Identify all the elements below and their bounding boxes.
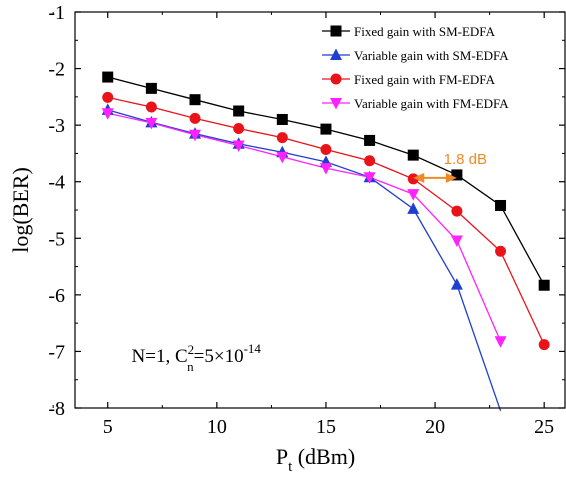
series-2-point xyxy=(450,278,463,290)
series-1-point xyxy=(364,134,376,146)
gap-annotation: 1.8 dB xyxy=(413,151,487,183)
x-tick-label: 15 xyxy=(316,416,336,438)
series-4-point xyxy=(189,129,202,142)
gap-arrow-right-head xyxy=(445,172,457,183)
series-1-point xyxy=(233,105,245,117)
x-tick-label: 20 xyxy=(425,416,445,438)
series-4-point xyxy=(363,172,376,184)
series-3-point xyxy=(538,339,550,351)
series-3-point xyxy=(451,205,463,217)
condition-prefix: N=1, C xyxy=(132,346,188,367)
y-tick-label: -2 xyxy=(48,59,65,81)
condition-annotation: N=1, C2 n=5×10-14 xyxy=(132,341,262,374)
series-1-point xyxy=(407,149,419,161)
series-4-point xyxy=(319,163,332,175)
series-1-point xyxy=(189,94,201,106)
series-1-point xyxy=(145,82,157,94)
condition-sub1: n xyxy=(187,359,194,374)
y-tick-label: -1 xyxy=(48,2,65,24)
x-axis-label-subscript: t xyxy=(288,459,293,475)
series-1-point xyxy=(495,199,507,211)
y-tick-label: -4 xyxy=(48,172,65,194)
legend-marker-2 xyxy=(330,48,342,60)
series-1-point xyxy=(276,113,288,125)
condition-sup1: 2 xyxy=(188,342,195,357)
series-line-2 xyxy=(107,109,502,412)
legend-label-3: Fixed gain with FM-EDFA xyxy=(354,72,496,87)
legend-marker-4 xyxy=(330,98,342,110)
series-4-point xyxy=(450,235,463,248)
series-4-point xyxy=(145,117,158,130)
plot-markers xyxy=(101,71,550,351)
series-2-point xyxy=(407,202,420,214)
x-tick-label: 25 xyxy=(534,416,554,438)
y-axis-label: log(BER) xyxy=(8,167,33,253)
series-3-point xyxy=(102,91,114,103)
legend-label-2: Variable gain with SM-EDFA xyxy=(354,48,509,63)
legend-marker-1 xyxy=(330,25,342,37)
x-tick-label: 5 xyxy=(103,416,113,438)
series-4-point xyxy=(101,108,114,120)
series-3-point xyxy=(189,112,201,124)
series-1-point xyxy=(102,71,114,83)
y-tick-label: -5 xyxy=(48,228,65,250)
series-4-point xyxy=(232,140,245,153)
series-3-point xyxy=(320,143,332,155)
series-4-point xyxy=(407,189,420,201)
legend: Fixed gain with SM-EDFA Variable gain wit… xyxy=(322,24,509,111)
series-4-point xyxy=(494,336,507,348)
y-tick-label: -3 xyxy=(48,115,65,137)
legend-marker-3 xyxy=(330,73,342,85)
x-axis-label: Pt (dBm) xyxy=(276,444,355,475)
series-1-point xyxy=(320,123,332,135)
series-3-point xyxy=(276,132,288,144)
series-4-point xyxy=(276,151,289,164)
series-3-point xyxy=(407,173,419,185)
condition-sup2: -14 xyxy=(244,341,262,356)
x-tick-label: 10 xyxy=(207,416,227,438)
series-1-point xyxy=(451,169,463,181)
x-axis-label-main: P xyxy=(276,444,288,469)
condition-mid: =5×10 xyxy=(194,346,244,367)
y-tick-label: -6 xyxy=(48,285,65,307)
legend-label-1: Fixed gain with SM-EDFA xyxy=(354,24,496,39)
series-1-point xyxy=(538,279,550,291)
series-line-4 xyxy=(107,112,502,342)
series-3-point xyxy=(364,155,376,167)
x-axis-label-rest: (dBm) xyxy=(292,444,355,469)
series-3-point xyxy=(495,245,507,257)
gap-label: 1.8 dB xyxy=(444,151,487,168)
series-3-point xyxy=(145,101,157,113)
y-tick-label: -7 xyxy=(48,341,65,363)
axis-ticks: 5 10 15 20 25 -1 -2 -3 -4 -5 -6 -7 -8 xyxy=(48,2,565,438)
series-3-point xyxy=(233,123,245,135)
y-tick-label: -8 xyxy=(48,398,65,420)
legend-label-4: Variable gain with FM-EDFA xyxy=(354,96,509,111)
gap-arrow-left-head xyxy=(413,172,425,183)
